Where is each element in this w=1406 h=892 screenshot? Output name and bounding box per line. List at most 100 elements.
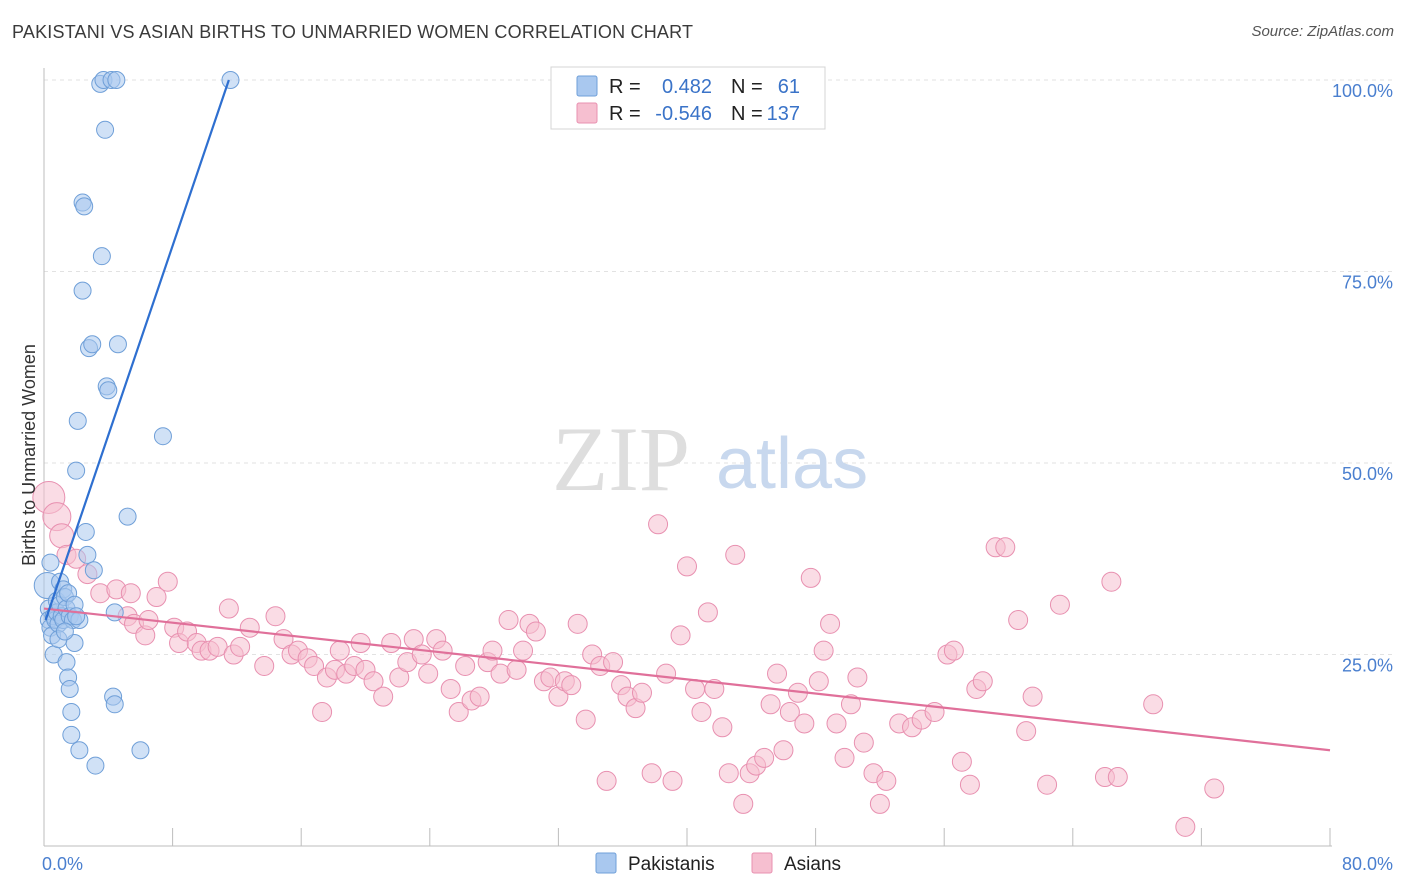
- asian-point: [373, 686, 394, 707]
- asian-point: [1204, 778, 1225, 799]
- asian-point: [498, 610, 519, 631]
- y-tick-label: 75.0%: [1342, 273, 1393, 293]
- x-tick-labels: 0.0% 80.0%: [42, 854, 1393, 874]
- asian-point: [455, 655, 476, 676]
- asian-point: [853, 732, 874, 753]
- axes: [43, 68, 1332, 847]
- asian-point: [656, 663, 677, 684]
- trend-lines: [43, 79, 1331, 752]
- asian-point: [506, 659, 527, 680]
- legend-r-value-2: -0.546: [655, 103, 712, 125]
- asian-point: [808, 671, 829, 692]
- pakistani-point: [67, 607, 86, 626]
- legend: R = 0.482 N = 61 R = -0.546 N = 137: [550, 66, 826, 130]
- asian-point: [869, 793, 890, 814]
- legend-n-label-1: N =: [731, 76, 763, 98]
- asian-point: [146, 587, 167, 608]
- asian-point: [513, 640, 534, 661]
- asian-point: [265, 606, 286, 627]
- y-tick-label: 50.0%: [1342, 464, 1393, 484]
- asian-point: [418, 663, 439, 684]
- pakistani-point: [131, 741, 150, 760]
- pakistani-point: [62, 702, 81, 721]
- asian-point: [567, 613, 588, 634]
- asian-point: [1037, 774, 1058, 795]
- pakistani-point: [107, 71, 126, 89]
- asian-point: [847, 667, 868, 688]
- asian-point: [840, 694, 861, 715]
- asian-point: [725, 544, 746, 565]
- asian-point: [697, 602, 718, 623]
- asian-point: [1008, 610, 1029, 631]
- pakistani-point: [78, 545, 97, 564]
- asian-point: [448, 701, 469, 722]
- y-tick-label: 25.0%: [1342, 656, 1393, 676]
- pakistani-point: [84, 561, 103, 580]
- bottom-legend: Pakistanis Asians: [595, 852, 841, 875]
- pakistani-point: [99, 381, 118, 400]
- asian-point: [230, 636, 251, 657]
- asian-point: [972, 671, 993, 692]
- legend-n-value-2: 137: [767, 103, 800, 125]
- asian-point: [254, 655, 275, 676]
- asian-point: [733, 793, 754, 814]
- pakistani-series: [33, 71, 240, 775]
- pakistani-point: [83, 335, 102, 354]
- chart-title: PAKISTANI VS ASIAN BIRTHS TO UNMARRIED W…: [12, 22, 694, 42]
- asian-point: [648, 514, 669, 535]
- bottom-legend-swatch-pakistanis: [595, 852, 617, 874]
- pakistani-point: [153, 427, 172, 446]
- pakistani-point: [55, 622, 74, 641]
- asian-point: [641, 763, 662, 784]
- y-tick-labels: 25.0% 50.0% 75.0% 100.0%: [1332, 81, 1393, 676]
- pakistani-point: [75, 197, 94, 216]
- asian-point: [820, 613, 841, 634]
- pakistani-point: [68, 411, 87, 430]
- pakistani-point: [108, 335, 127, 354]
- gridlines: [44, 79, 1392, 655]
- asian-point: [1101, 571, 1122, 592]
- asian-point: [120, 583, 141, 604]
- asian-point: [959, 774, 980, 795]
- chart-source: Source: ZipAtlas.com: [1251, 23, 1394, 40]
- y-axis-label: Births to Unmarried Women: [19, 344, 39, 566]
- asian-point: [876, 770, 897, 791]
- asian-point: [1022, 686, 1043, 707]
- legend-swatch-asians: [576, 102, 598, 124]
- asian-point: [363, 671, 384, 692]
- watermark-zip: ZIP: [552, 408, 690, 510]
- asian-point: [685, 678, 706, 699]
- x-tick-label-max: 80.0%: [1342, 854, 1393, 874]
- pakistani-point: [96, 120, 115, 139]
- asian-point: [525, 621, 546, 642]
- asian-point: [440, 678, 461, 699]
- asian-point: [826, 713, 847, 734]
- asian-point: [207, 636, 228, 657]
- asian-point: [312, 701, 333, 722]
- asian-point: [691, 701, 712, 722]
- pakistani-point: [105, 603, 124, 622]
- pakistani-point: [86, 756, 105, 775]
- asian-point: [1175, 816, 1196, 837]
- pakistani-point: [57, 653, 76, 672]
- watermark: ZIP atlas: [552, 408, 868, 510]
- watermark-atlas: atlas: [716, 424, 868, 504]
- asian-point: [773, 740, 794, 761]
- pakistani-point: [105, 695, 124, 714]
- legend-n-value-1: 61: [778, 76, 800, 98]
- asian-series: [32, 480, 1225, 837]
- pakistani-trend-line: [44, 79, 230, 621]
- bottom-legend-asians: Asians: [784, 854, 841, 875]
- pakistani-point: [73, 281, 92, 300]
- asian-point: [469, 686, 490, 707]
- pakistani-point: [62, 725, 81, 744]
- asian-point: [482, 640, 503, 661]
- x-tick-label-min: 0.0%: [42, 854, 83, 874]
- asian-point: [813, 640, 834, 661]
- pakistani-point: [60, 679, 79, 698]
- asian-point: [662, 770, 683, 791]
- pakistani-point: [118, 507, 137, 526]
- asian-point: [1016, 721, 1037, 742]
- asian-point: [603, 652, 624, 673]
- pakistani-point: [92, 247, 111, 266]
